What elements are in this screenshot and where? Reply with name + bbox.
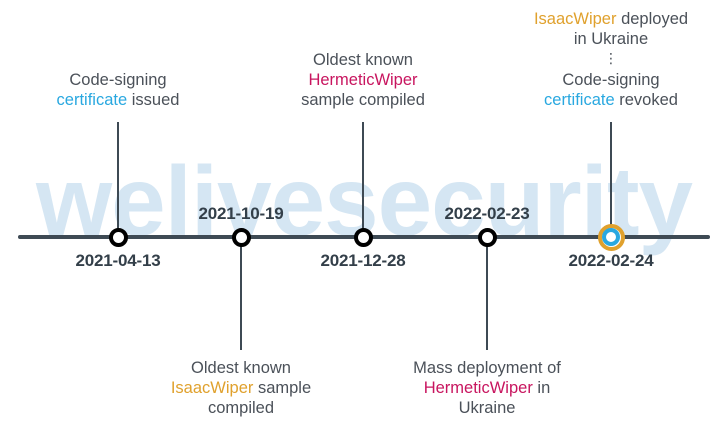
label-line: HermeticWiper in xyxy=(392,378,582,398)
label-text: sample compiled xyxy=(301,91,425,109)
event-date: 2021-10-19 xyxy=(198,204,284,223)
event-date: 2022-02-23 xyxy=(444,204,530,223)
label-line: Oldest known xyxy=(268,50,458,70)
event-label: Oldest known HermeticWiper sample compil… xyxy=(268,50,458,110)
label-text: deployed xyxy=(616,10,689,28)
event-label-stack: IsaacWiper deployed in Ukraine ⋮ Code-si… xyxy=(516,9,706,110)
connector-line xyxy=(610,122,612,237)
label-text: Ukraine xyxy=(458,399,516,417)
label-text: Oldest known xyxy=(313,51,413,69)
label-text: Oldest known xyxy=(191,359,291,377)
event-marker-magenta xyxy=(477,227,497,247)
label-line: IsaacWiper sample xyxy=(146,378,336,398)
label-text: compiled xyxy=(207,399,275,417)
label-text: Code-signing xyxy=(562,71,660,89)
vertical-ellipsis: ⋮ xyxy=(604,51,618,67)
label-text: in xyxy=(532,379,551,397)
label-line: Mass deployment of xyxy=(392,358,582,378)
event-label: Code-signing certificate issued xyxy=(23,70,213,110)
label-text: issued xyxy=(127,91,180,109)
label-text: revoked xyxy=(614,91,678,109)
label-text: in Ukraine xyxy=(573,30,649,48)
label-line: Code-signing xyxy=(23,70,213,90)
label-line: in Ukraine xyxy=(516,29,706,49)
label-text-highlight: IsaacWiper xyxy=(533,10,617,28)
label-line: sample compiled xyxy=(268,90,458,110)
label-line: Ukraine xyxy=(392,398,582,418)
label-line: HermeticWiper xyxy=(268,70,458,90)
event-marker-orange-blue xyxy=(597,223,625,251)
connector-line xyxy=(117,122,119,237)
label-line: Code-signing xyxy=(516,70,706,90)
label-text: Code-signing xyxy=(69,71,167,89)
label-text: sample xyxy=(253,379,312,397)
event-label: Oldest known IsaacWiper sample compiled xyxy=(146,358,336,418)
label-line: Oldest known xyxy=(146,358,336,378)
event-label: Mass deployment of HermeticWiper in Ukra… xyxy=(392,358,582,418)
label-text-highlight: HermeticWiper xyxy=(308,71,418,89)
label-text-highlight: certificate xyxy=(544,91,615,109)
event-date: 2022-02-24 xyxy=(568,251,654,270)
connector-line xyxy=(240,238,242,350)
label-line: certificate revoked xyxy=(516,90,706,110)
label-line: certificate issued xyxy=(23,90,213,110)
event-marker-magenta xyxy=(353,227,373,247)
event-marker-inner-ring xyxy=(602,228,620,246)
label-text-highlight: IsaacWiper xyxy=(170,379,254,397)
label-line: IsaacWiper deployed xyxy=(516,9,706,29)
label-text-highlight: HermeticWiper xyxy=(423,379,533,397)
event-marker-orange xyxy=(231,227,251,247)
label-text: Mass deployment of xyxy=(413,359,561,377)
label-line: compiled xyxy=(146,398,336,418)
event-date: 2021-04-13 xyxy=(75,251,161,270)
event-marker-blue xyxy=(108,227,128,247)
connector-line xyxy=(486,238,488,350)
label-text-highlight: certificate xyxy=(56,91,128,109)
event-date: 2021-12-28 xyxy=(320,251,406,270)
connector-line xyxy=(362,122,364,237)
